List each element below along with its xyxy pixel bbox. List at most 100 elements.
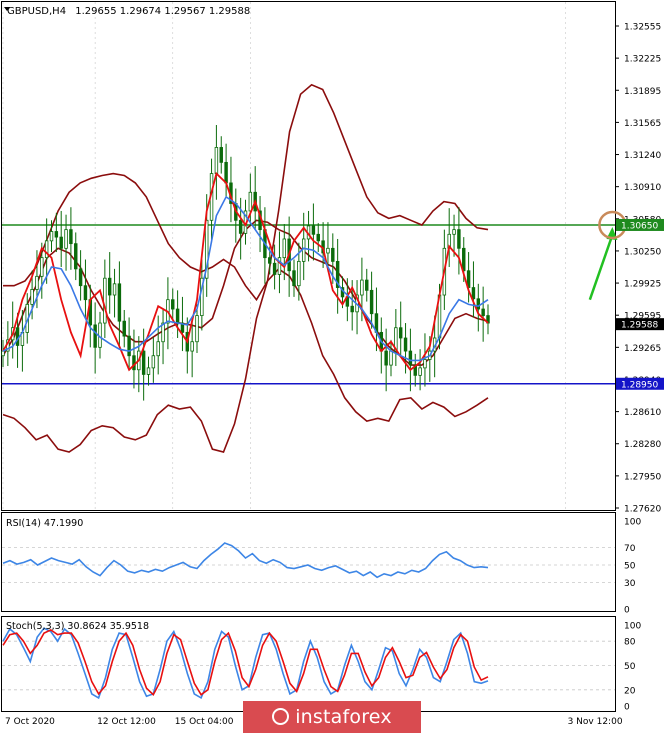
candle-body	[462, 247, 466, 272]
candle-body	[30, 289, 34, 305]
current-price-tag	[616, 318, 664, 331]
candle-body	[151, 355, 156, 369]
price-tick-label: 1.31565	[624, 119, 661, 129]
candle-body	[40, 257, 44, 277]
stoch-tick-label: 0	[624, 703, 630, 713]
candle-body	[394, 327, 398, 352]
price-tick-label: 1.31240	[624, 151, 661, 161]
candle-body	[360, 279, 364, 296]
rsi-tick-label: 100	[624, 518, 641, 528]
current-price-tag-text: 1.29588	[621, 321, 658, 331]
price-tags: 1.30650 1.29588 1.28950	[616, 218, 664, 390]
candle-body	[49, 231, 54, 242]
candle-body	[224, 161, 228, 184]
projection-arrow-shaft	[588, 234, 614, 301]
candle-body	[35, 275, 39, 290]
candle-body	[238, 219, 243, 234]
price-tick-label: 1.27620	[624, 505, 661, 515]
candle-body	[190, 341, 194, 352]
candle-body	[78, 268, 83, 287]
rsi-tick-label: 0	[624, 606, 630, 616]
candle-body	[365, 279, 369, 291]
time-tick-label: 7 Oct 2020	[5, 717, 55, 727]
rsi-panel-frame	[1, 512, 616, 612]
watermark-text: instaforex	[295, 706, 392, 728]
ma-slow-line	[2, 195, 489, 362]
candle-body	[1, 350, 5, 357]
rsi-tick-label: 70	[624, 544, 636, 554]
time-tick-label: 15 Oct 04:00	[175, 717, 234, 727]
stoch-tick-label: 100	[624, 622, 641, 632]
candle-body	[44, 240, 49, 259]
title-dropdown-icon[interactable]	[4, 7, 10, 11]
candle-body	[171, 299, 175, 310]
support-price-tag-text: 1.28950	[621, 380, 658, 390]
stoch-series	[2, 627, 489, 700]
stoch-main-line	[2, 627, 489, 700]
candle-body	[64, 229, 68, 249]
support-price-tag	[616, 377, 664, 390]
candle-body	[107, 277, 112, 296]
candle-body	[214, 147, 219, 174]
candle-body	[117, 283, 122, 322]
price-tick-label: 1.31895	[624, 87, 661, 97]
price-tick-label: 1.28610	[624, 408, 661, 418]
rsi-line	[2, 542, 489, 579]
candle-body	[54, 231, 59, 238]
time-tick-label: 3 Nov 12:00	[568, 717, 623, 727]
candle-body	[127, 335, 131, 357]
candle-body	[277, 257, 282, 275]
candle-body	[93, 324, 97, 348]
candle-body	[486, 315, 490, 324]
price-tick-label: 1.32555	[624, 23, 661, 33]
watermark-logo: instaforex	[243, 701, 421, 733]
candle-body	[481, 308, 485, 316]
candle-body	[103, 277, 107, 324]
price-tick-label: 1.29265	[624, 344, 661, 354]
price-tick-label: 1.27950	[624, 472, 661, 482]
candle-body	[122, 320, 126, 337]
candle-body	[326, 247, 330, 254]
candle-body	[408, 350, 413, 366]
candle-body	[268, 257, 272, 264]
price-tick-label: 1.30910	[624, 183, 661, 193]
candle-body	[15, 327, 20, 346]
candle-body	[350, 305, 354, 313]
candle-body	[311, 225, 316, 235]
rsi-tick-label: 30	[624, 579, 636, 589]
candle-body	[331, 247, 335, 262]
candle-body	[418, 367, 422, 376]
candle-body	[423, 359, 427, 369]
ohlc-label: 1.29655 1.29674 1.29567 1.29588	[75, 6, 250, 17]
candle-body	[248, 191, 253, 212]
price-tick-label: 1.29595	[624, 312, 661, 322]
candle-body	[476, 298, 481, 310]
candle-body	[282, 238, 287, 259]
ma-fast-line	[2, 171, 489, 372]
stoch-tick-label: 80	[624, 638, 636, 648]
stoch-tick-label: 50	[624, 662, 636, 672]
candle-body	[398, 327, 403, 339]
candle-body	[316, 233, 320, 242]
candle-body	[161, 322, 165, 343]
candle-body	[69, 229, 73, 245]
stoch-tick-label: 20	[624, 686, 636, 696]
rsi-tick-label: 50	[624, 562, 636, 572]
candle-body	[403, 337, 408, 352]
candle-body	[204, 219, 209, 279]
candle-body	[297, 260, 301, 287]
symbol-label: GBPUSD,H4	[7, 6, 66, 17]
rsi-title: RSI(14) 47.1990	[6, 518, 83, 529]
candle-body	[384, 350, 388, 366]
symbol-title: GBPUSD,H4 1.29655 1.29674 1.29567 1.2958…	[7, 6, 250, 17]
moving-averages	[2, 171, 489, 372]
candle-body	[156, 341, 160, 357]
price-tick-label: 1.29925	[624, 280, 661, 290]
price-tick-label: 1.28280	[624, 440, 661, 450]
candle-body	[141, 350, 146, 375]
candle-body	[180, 322, 185, 333]
candle-body	[369, 289, 374, 315]
stoch-signal-line	[2, 628, 489, 697]
candle-body	[471, 287, 476, 300]
